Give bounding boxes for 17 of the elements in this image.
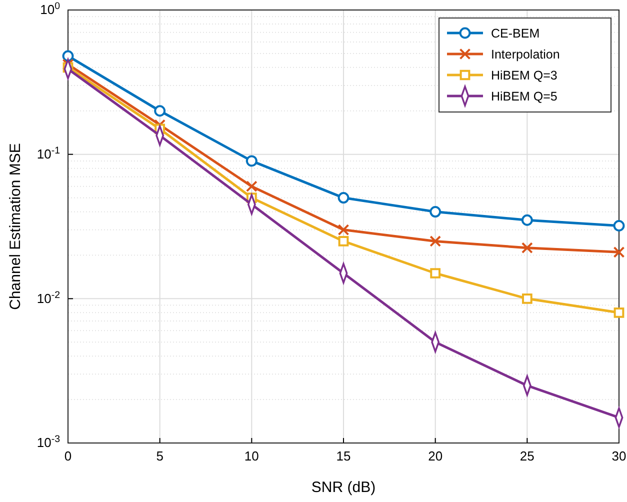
x-axis-title: SNR (dB)	[311, 479, 376, 496]
x-tick-label: 15	[336, 448, 351, 464]
y-tick-label: 10$^{-3}$	[36, 434, 60, 450]
x-tick-label: 25	[520, 448, 534, 464]
x-tick-label: 5	[156, 448, 164, 464]
legend-label: HiBEM Q=3	[491, 68, 558, 82]
legend-label: Interpolation	[491, 48, 560, 62]
y-tick-label: 10$^{-2}$	[36, 289, 60, 306]
x-tick-label: 0	[64, 448, 72, 464]
legend-label: HiBEM Q=5	[491, 90, 558, 104]
y-axis-title: Channel Estimation MSE	[7, 143, 24, 310]
y-tick-label: 10$^{0}$	[40, 0, 61, 18]
x-tick-label: 30	[612, 448, 626, 464]
y-tick-label: 10$^{-1}$	[36, 144, 60, 162]
x-tick-label: 10	[244, 448, 259, 464]
legend-label: CE-BEM	[491, 26, 540, 40]
x-tick-label: 20	[428, 448, 443, 464]
